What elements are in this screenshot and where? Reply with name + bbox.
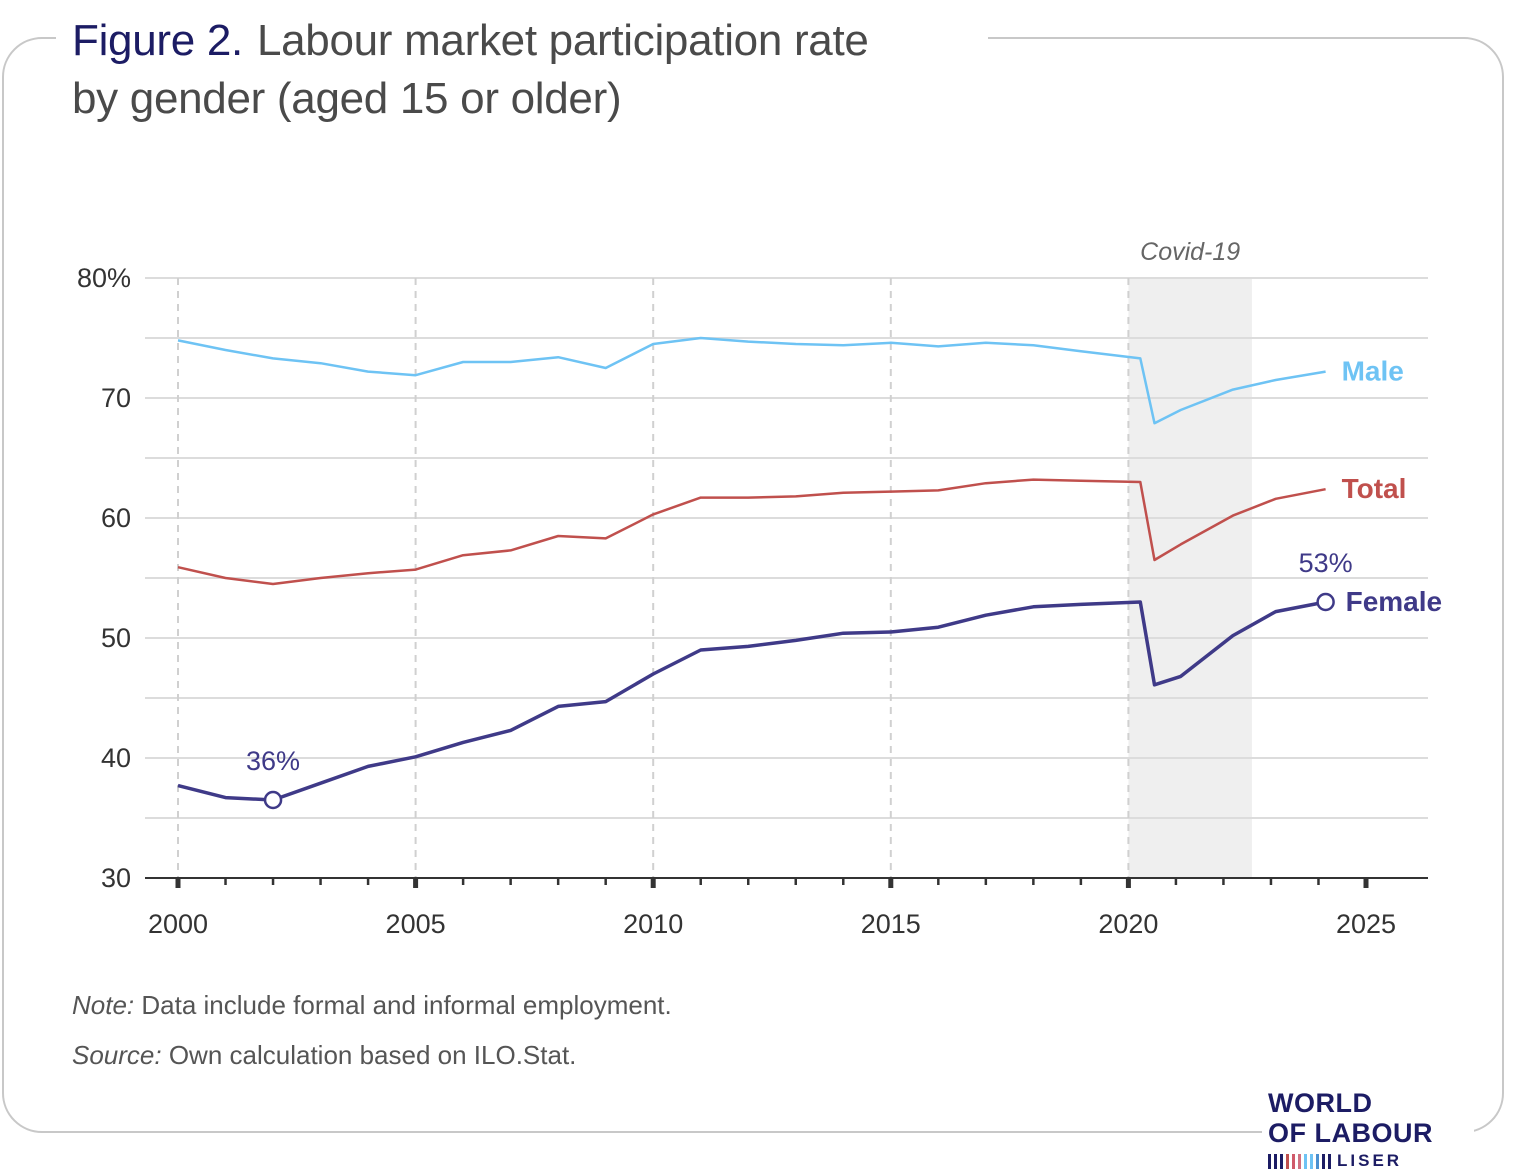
note-text: Data include formal and informal employm… [134, 990, 672, 1020]
x-tick-label: 2025 [1336, 909, 1396, 939]
x-tick-label: 2020 [1098, 909, 1158, 939]
annotation-label: 53% [1299, 548, 1353, 578]
title-line-2: by gender (aged 15 or older) [72, 74, 622, 123]
chart-note: Note: Data include formal and informal e… [72, 990, 672, 1021]
series-line-male [177, 336, 1326, 425]
title-text-1: Labour market participation rate [256, 16, 869, 65]
logo-line-3: LISER [1337, 1151, 1403, 1170]
x-tick-label: 2000 [148, 909, 208, 939]
logo-line-2: OF LABOUR [1268, 1118, 1433, 1148]
note-label: Note: [72, 990, 135, 1020]
figure-title: Figure 2. Labour market participation rat… [56, 12, 988, 128]
y-tick-label: 70 [101, 383, 131, 413]
source-label: Source: [72, 1040, 162, 1070]
y-tick-label: 40 [101, 743, 131, 773]
covid-band-label: Covid-19 [1140, 238, 1240, 266]
source-text: Own calculation based on ILO.Stat. [161, 1040, 577, 1070]
y-tick-label: 60 [101, 503, 131, 533]
annotation-marker [263, 790, 283, 810]
x-tick-label: 2010 [623, 909, 683, 939]
title-line-1: Figure 2. Labour market participation rat… [72, 12, 972, 70]
y-tick-label: 30 [101, 863, 131, 893]
x-tick-label: 2015 [861, 909, 921, 939]
series-line-total [177, 478, 1326, 586]
figure-label: Figure 2. [72, 16, 243, 65]
series-label-male: Male [1342, 356, 1404, 387]
chart-source: Source: Own calculation based on ILO.Sta… [72, 1040, 576, 1071]
x-tick-label: 2005 [386, 909, 446, 939]
series-line-female [177, 600, 1326, 802]
logo-line-1: WORLD [1268, 1088, 1373, 1118]
logo-bars-icon [1268, 1153, 1331, 1169]
world-of-labour-logo: WORLD OF LABOUR LISER [1262, 1088, 1474, 1174]
annotation-label: 36% [246, 746, 300, 776]
series-label-female: Female [1346, 586, 1443, 617]
series-label-total: Total [1342, 473, 1407, 504]
annotation-marker [1316, 592, 1335, 612]
y-tick-label: 80% [77, 263, 131, 293]
y-tick-label: 50 [101, 623, 131, 653]
